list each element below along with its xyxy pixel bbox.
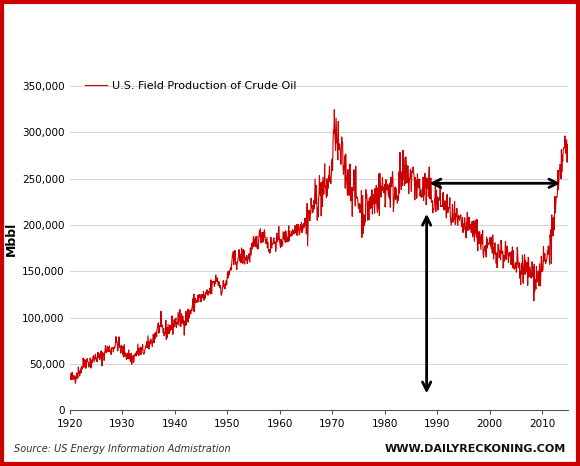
U.S. Field Production of Crude Oil	[204, 287, 211, 293]
U.S. Field Production of Crude Oil	[527, 267, 534, 272]
U.S. Field Production of Crude Oil	[331, 107, 338, 112]
U.S. Field Production of Crude Oil	[347, 183, 354, 189]
Text: Crude Oil Production: Crude Oil Production	[14, 22, 292, 47]
U.S. Field Production of Crude Oil	[72, 381, 79, 386]
Text: Source: US Energy Information Admistration: Source: US Energy Information Admistrati…	[14, 445, 231, 454]
Text: WWW.DAILYRECKONING.COM: WWW.DAILYRECKONING.COM	[384, 445, 566, 454]
Y-axis label: Mbbl: Mbbl	[5, 222, 18, 256]
U.S. Field Production of Crude Oil	[66, 375, 73, 380]
U.S. Field Production of Crude Oil	[564, 142, 571, 147]
U.S. Field Production of Crude Oil	[392, 197, 399, 202]
Legend: U.S. Field Production of Crude Oil: U.S. Field Production of Crude Oil	[80, 76, 302, 96]
Line: U.S. Field Production of Crude Oil: U.S. Field Production of Crude Oil	[70, 110, 568, 384]
U.S. Field Production of Crude Oil	[332, 115, 339, 121]
U.S. Field Production of Crude Oil	[538, 259, 545, 264]
